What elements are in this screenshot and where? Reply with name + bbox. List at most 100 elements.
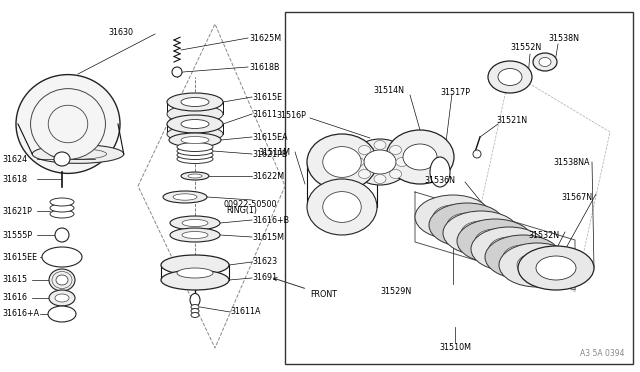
Ellipse shape [307, 134, 377, 190]
Text: 31611: 31611 [252, 109, 277, 119]
Ellipse shape [536, 256, 576, 280]
Ellipse shape [485, 235, 561, 279]
Text: A3 5A 0394: A3 5A 0394 [580, 350, 625, 359]
Text: 31511M: 31511M [258, 148, 290, 157]
Ellipse shape [177, 142, 213, 151]
Ellipse shape [498, 68, 522, 86]
Ellipse shape [167, 105, 223, 123]
Ellipse shape [48, 306, 76, 322]
Text: 31538N: 31538N [548, 33, 579, 42]
Ellipse shape [461, 221, 501, 245]
Ellipse shape [172, 67, 182, 77]
Ellipse shape [429, 203, 505, 247]
Ellipse shape [167, 126, 223, 142]
Ellipse shape [161, 255, 229, 275]
Ellipse shape [503, 245, 543, 269]
Text: 00922-50500: 00922-50500 [223, 199, 276, 208]
Ellipse shape [177, 154, 213, 164]
Ellipse shape [374, 174, 386, 183]
Text: 31616+B: 31616+B [252, 215, 289, 224]
Ellipse shape [55, 228, 69, 242]
Text: 31615EA: 31615EA [252, 132, 287, 141]
Ellipse shape [489, 237, 529, 261]
Ellipse shape [55, 294, 69, 302]
Ellipse shape [457, 219, 533, 263]
Text: 31510M: 31510M [439, 343, 471, 352]
Ellipse shape [32, 145, 124, 163]
Text: 31616+A: 31616+A [2, 310, 39, 318]
Ellipse shape [430, 157, 450, 187]
Text: 31618B: 31618B [249, 62, 280, 71]
Ellipse shape [471, 227, 547, 271]
Ellipse shape [167, 115, 223, 133]
Text: 31567N: 31567N [562, 192, 593, 202]
Ellipse shape [170, 216, 220, 230]
Ellipse shape [49, 149, 107, 159]
Ellipse shape [48, 105, 88, 143]
Text: 31615: 31615 [2, 276, 27, 285]
Text: FRONT: FRONT [274, 278, 337, 299]
Text: 31521N: 31521N [496, 115, 527, 125]
Ellipse shape [350, 139, 410, 185]
Ellipse shape [181, 119, 209, 128]
Text: 31615E: 31615E [252, 93, 282, 102]
Ellipse shape [167, 93, 223, 111]
Ellipse shape [177, 151, 213, 160]
Text: 31625M: 31625M [249, 33, 281, 42]
Ellipse shape [182, 231, 208, 238]
Ellipse shape [374, 141, 386, 150]
Ellipse shape [161, 270, 229, 290]
Text: 31529N: 31529N [380, 288, 412, 296]
Text: 31555P: 31555P [2, 231, 32, 240]
Text: 31516P: 31516P [276, 110, 306, 119]
Ellipse shape [49, 269, 75, 291]
Ellipse shape [31, 89, 106, 159]
Ellipse shape [191, 312, 199, 317]
Ellipse shape [163, 191, 207, 203]
Text: 31621P: 31621P [2, 206, 32, 215]
Ellipse shape [307, 179, 377, 235]
Text: 31532N: 31532N [529, 231, 560, 240]
Text: 31691: 31691 [252, 273, 277, 282]
Ellipse shape [54, 152, 70, 166]
Ellipse shape [177, 147, 213, 155]
Ellipse shape [539, 58, 551, 67]
Text: 31615EE: 31615EE [2, 253, 37, 262]
Ellipse shape [433, 205, 473, 229]
Text: 31621PB: 31621PB [252, 150, 287, 158]
Ellipse shape [415, 195, 491, 239]
Ellipse shape [181, 137, 209, 144]
Text: 31615M: 31615M [252, 232, 284, 241]
Text: 31618: 31618 [2, 174, 27, 183]
Ellipse shape [50, 210, 74, 218]
Ellipse shape [42, 247, 82, 267]
Ellipse shape [352, 157, 364, 167]
Text: 31630: 31630 [108, 28, 133, 36]
Text: 31623: 31623 [252, 257, 277, 266]
Ellipse shape [533, 53, 557, 71]
Text: 31517P: 31517P [440, 87, 470, 96]
Text: 31624: 31624 [2, 154, 27, 164]
Ellipse shape [191, 308, 199, 314]
Ellipse shape [191, 305, 199, 310]
Ellipse shape [173, 194, 197, 200]
Ellipse shape [473, 150, 481, 158]
Text: 31536N: 31536N [424, 176, 455, 185]
Ellipse shape [181, 172, 209, 180]
Text: 31514N: 31514N [373, 86, 404, 94]
Ellipse shape [182, 219, 208, 227]
Ellipse shape [49, 290, 75, 306]
Ellipse shape [358, 170, 371, 179]
Ellipse shape [443, 211, 519, 255]
Ellipse shape [364, 150, 396, 174]
Ellipse shape [396, 157, 408, 167]
Ellipse shape [447, 213, 487, 237]
Bar [285, 12, 633, 364]
Ellipse shape [488, 61, 532, 93]
Ellipse shape [50, 198, 74, 206]
Text: 31538NA: 31538NA [554, 157, 590, 167]
Ellipse shape [390, 170, 401, 179]
Text: 31622M: 31622M [252, 171, 284, 180]
Ellipse shape [177, 268, 213, 278]
Ellipse shape [16, 75, 120, 173]
